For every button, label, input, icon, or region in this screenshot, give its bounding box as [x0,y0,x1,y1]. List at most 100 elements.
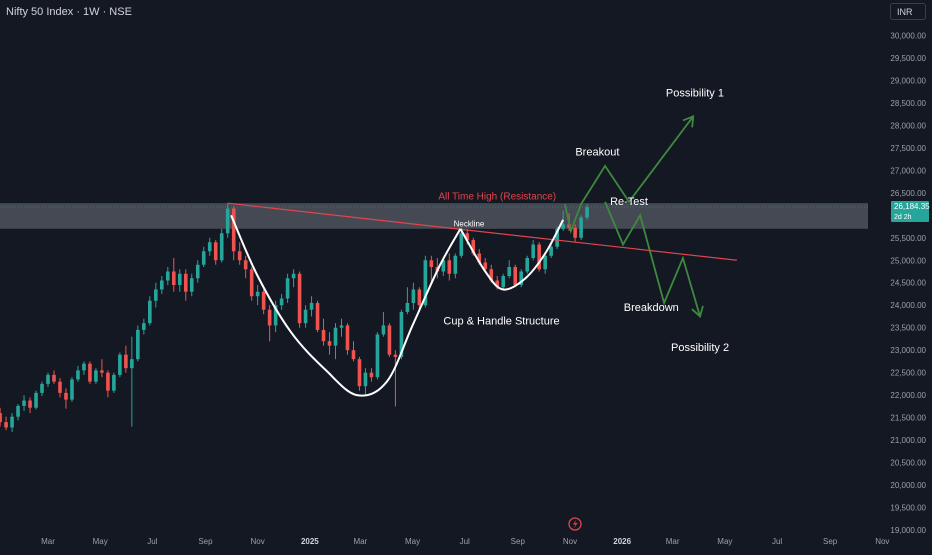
candle-body [70,379,74,400]
annotation-possibility1: Possibility 1 [666,88,724,100]
candle-body [261,291,266,310]
y-tick-label: 26,500.00 [890,189,926,198]
candle-body [195,264,200,279]
y-tick-label: 30,000.00 [890,31,926,40]
y-tick-label: 28,500.00 [890,99,926,108]
candle [100,359,104,378]
candle-body [4,422,8,428]
x-tick-label: Mar [666,537,680,546]
candle-body [573,227,577,238]
candle [351,341,356,362]
candle [585,204,589,220]
candle-body [154,289,158,301]
resistance-band [0,203,868,229]
candle [177,269,182,292]
candle [52,370,56,384]
candle-body [369,372,374,378]
y-tick-label: 19,500.00 [890,504,926,513]
candle-body [34,392,38,408]
candle-body [351,350,356,360]
y-tick-label: 20,000.00 [890,481,926,490]
annotation-retest: Re-Test [610,196,648,208]
cup-curve [230,214,462,397]
annotation-cup-handle: Cup & Handle Structure [443,316,559,328]
x-tick-label: Nov [875,537,889,546]
price-tag-layer: 26,184.35 2d 2h [0,201,930,223]
candle [207,237,212,256]
candle [130,336,134,427]
y-tick-label: 20,500.00 [890,459,926,468]
candle-body [118,354,122,375]
x-tick-label: Jul [147,537,157,546]
candle-body [537,244,541,270]
candle-body [58,381,62,393]
candle-body [285,278,290,299]
tradingview-logo-icon [568,517,582,531]
candle-body [76,370,80,380]
projection-up-path-arrowhead-icon [682,115,695,128]
y-tick-label: 28,000.00 [890,121,926,130]
candle [195,260,200,283]
candle [375,332,380,380]
candle-body [363,372,368,387]
x-tick-label: Sep [823,537,838,546]
candle [501,273,506,290]
x-tick-label: Mar [353,537,367,546]
annotation-possibility2: Possibility 2 [671,342,729,354]
x-tick-label: Sep [198,537,213,546]
candle-body [177,273,182,285]
candle [136,325,140,362]
candle-body [315,302,320,330]
candle [297,271,302,328]
candle [327,332,332,355]
candle [453,253,458,279]
x-tick-label: 2025 [301,537,319,546]
candle-body [88,363,92,382]
candle [447,253,452,281]
candle [201,246,206,268]
candle [225,203,230,238]
candle-body [411,289,416,303]
candle-body [525,258,529,272]
candle [243,255,248,279]
candle-body [393,354,398,357]
candle-body [124,354,128,369]
candle-body [579,217,583,238]
candle-body [303,309,308,324]
candle-body [417,289,422,306]
chart-title: Nifty 50 Index · 1W · NSE [6,6,132,18]
candle-body [543,255,547,270]
candle-body [16,405,20,417]
resistance-trendline [227,202,737,261]
candle-body [279,298,284,306]
candle-body [183,273,188,292]
y-tick-label: 25,000.00 [890,256,926,265]
currency-button[interactable]: INR [890,3,926,20]
candle-body [447,260,452,274]
candle-body [333,327,338,346]
candle-body [52,374,56,382]
candle [124,345,128,373]
candle-body [28,400,32,408]
candle-body [339,325,344,328]
candle-body [471,240,476,254]
candle-body [225,208,230,234]
annotation-neckline: Neckline [454,220,485,229]
candle-body [357,359,362,387]
candle [411,282,416,310]
candle-body [375,334,380,378]
candle-body [136,329,140,360]
candle-body [513,267,518,285]
y-tick-label: 27,500.00 [890,144,926,153]
candle [22,395,26,411]
candle-body [249,269,254,297]
candle [255,284,260,306]
candle [261,289,266,315]
x-axis[interactable]: Mar May Jul Sep Nov 2025 Mar May Jul Sep Nov 2026 Ma… [41,537,889,546]
candle [16,404,20,421]
candle-body [381,325,386,335]
y-tick-label: 22,000.00 [890,391,926,400]
candle [405,287,410,315]
